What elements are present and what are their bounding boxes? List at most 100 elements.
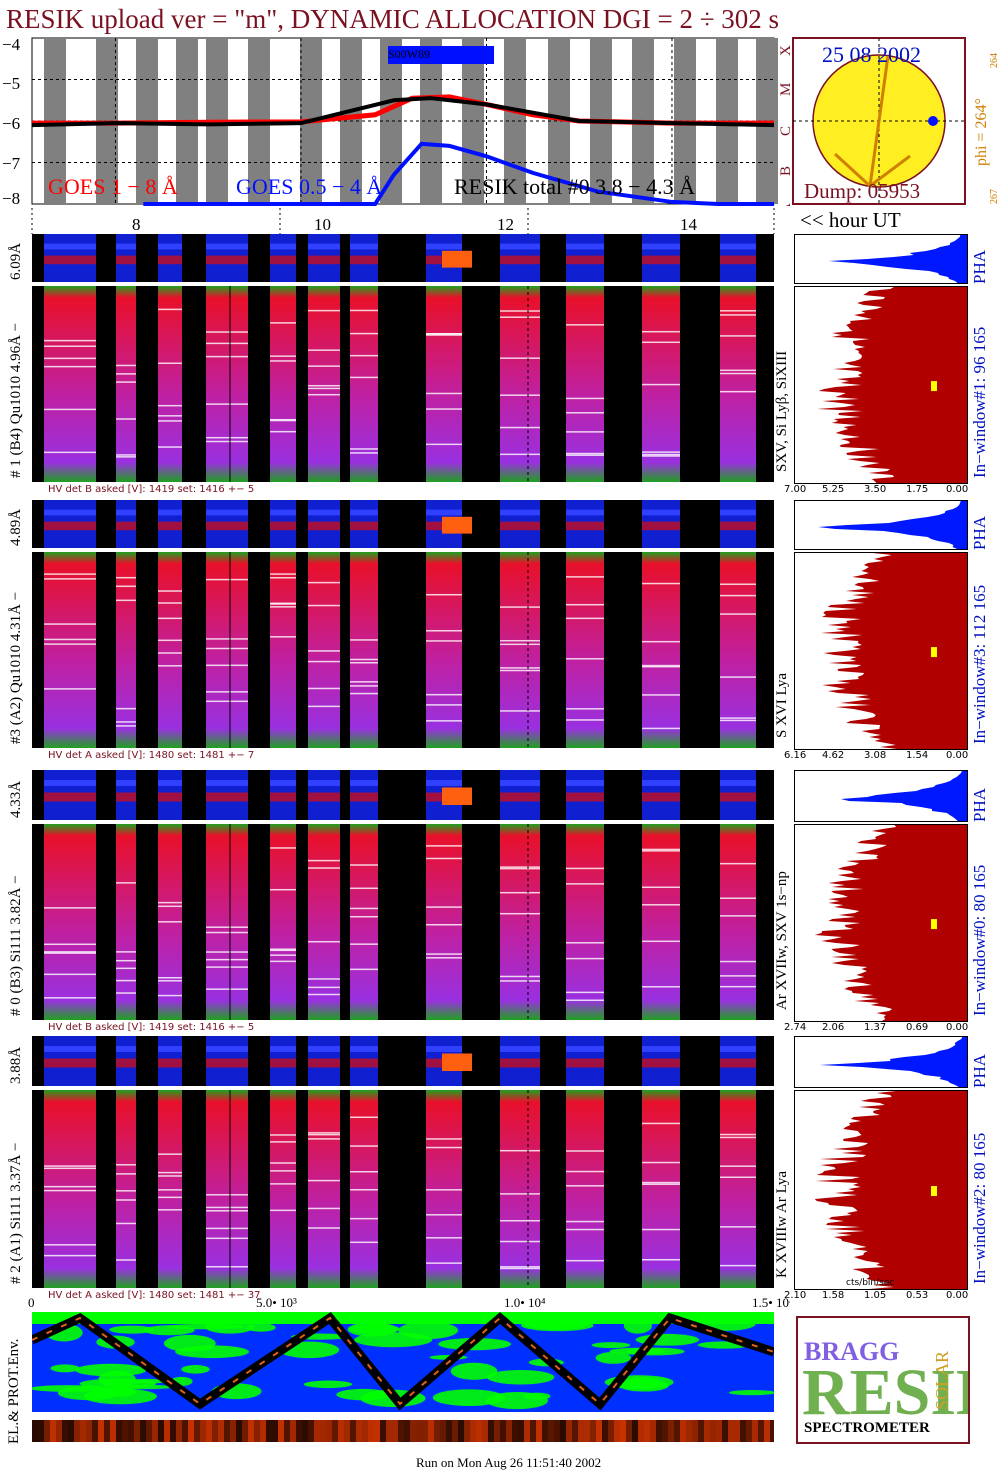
spectral-map bbox=[32, 1090, 774, 1288]
strip-wavelength-label: 4.33Å bbox=[8, 780, 24, 818]
map-detector-label: # 2 (A1) Si111 3.37Å − bbox=[8, 1142, 24, 1284]
map-detector-label: # 1 (B4) Qu1010 4.96Å − bbox=[8, 322, 24, 478]
window-marker bbox=[931, 647, 937, 658]
spectrum-xtick: 2.74 bbox=[784, 1022, 807, 1033]
spectrum-xunit: cts/bin/sec bbox=[846, 1278, 895, 1288]
sun-dump: Dump: 05953 bbox=[804, 179, 920, 203]
pha-label: PHA bbox=[970, 1053, 989, 1088]
spectrum-xtick: 1.54 bbox=[906, 750, 929, 761]
spectrum-histogram bbox=[794, 286, 968, 484]
spectrum-xtick: 0.00 bbox=[946, 1290, 969, 1301]
in-window-label: In−window#3: 112 165 bbox=[970, 584, 989, 744]
spectral-line-label: K XVIIIw Ar Lya bbox=[774, 1170, 790, 1278]
sun-phi-bottom: 267 bbox=[989, 189, 1000, 204]
hour-tick: 12 bbox=[497, 215, 514, 234]
strip-wavelength-label: 6.09Å bbox=[8, 242, 24, 280]
goes-series-line bbox=[143, 141, 774, 206]
logo-solar: SOLAR bbox=[932, 1351, 952, 1410]
spectrum-histogram bbox=[794, 824, 968, 1022]
goes-ytick: −8 bbox=[2, 189, 20, 206]
pha-label: PHA bbox=[970, 515, 989, 550]
logo-bragg: BRAGG bbox=[804, 1337, 899, 1366]
strip-wavelength-label: 3.88Å bbox=[8, 1046, 24, 1084]
goes-data-gap-stripe bbox=[380, 38, 402, 204]
pha-histogram bbox=[794, 770, 968, 822]
spectral-map bbox=[32, 286, 774, 482]
sun-panel: 25 08 2002 Dump: 05953 phi = 264° 264 26… bbox=[790, 36, 1004, 208]
env-chart bbox=[29, 1303, 784, 1412]
hour-tick: 10 bbox=[314, 215, 331, 234]
pha-label: PHA bbox=[970, 249, 989, 284]
hv-label: HV det B asked [V]: 1419 set: 1416 +− 5 bbox=[48, 1022, 255, 1033]
in-window-label: In−window#0: 80 165 bbox=[970, 864, 989, 1016]
env-xtick: 1.5• 10⁴ bbox=[752, 1295, 790, 1310]
sun-date: 25 08 2002 bbox=[822, 42, 921, 67]
time-axis: 8 10 12 14 bbox=[0, 208, 790, 234]
spectrum-xtick: 1.75 bbox=[906, 484, 929, 495]
hv-label: HV det B asked [V]: 1419 set: 1416 +− 5 bbox=[48, 484, 255, 495]
spectrum-xtick: 4.62 bbox=[822, 750, 845, 761]
goes-class-letter: M bbox=[778, 83, 790, 96]
resik-logo: BRAGG RESIK SOLAR SPECTROMETER bbox=[796, 1316, 1004, 1444]
spectrum-xtick: 6.16 bbox=[784, 750, 807, 761]
spectrum-xtick: 1.05 bbox=[864, 1290, 887, 1301]
env-xtick: 0 bbox=[28, 1295, 35, 1310]
spectral-strip bbox=[32, 770, 774, 820]
window-marker bbox=[931, 1186, 937, 1197]
spectrum-histogram bbox=[794, 552, 968, 750]
hour-axis-caption: << hour UT bbox=[800, 208, 901, 232]
goes-class-letter: A bbox=[778, 203, 790, 206]
spectral-map bbox=[32, 552, 774, 748]
hour-tick: 14 bbox=[680, 215, 698, 234]
in-window-label: In−window#2: 80 165 bbox=[970, 1132, 989, 1284]
spectrum-xtick: 2.06 bbox=[822, 1022, 845, 1033]
goes-class-letter: X bbox=[778, 45, 790, 56]
goes-ytick: −4 bbox=[2, 36, 21, 54]
env-xtick: 5.0• 10³ bbox=[256, 1295, 297, 1310]
sun-phi-label: phi = 264° bbox=[973, 98, 990, 166]
spectral-line-label: SXV, Si Lyβ, SiXIII bbox=[774, 350, 790, 472]
in-window-label: In−window#1: 96 165 bbox=[970, 326, 989, 478]
goes-ytick: −7 bbox=[2, 154, 21, 173]
env-axis: 0 5.0• 10³ 1.0• 10⁴ 1.5• 10⁴ bbox=[0, 1294, 794, 1312]
spectrum-xtick: 0.00 bbox=[946, 1022, 969, 1033]
spectrum-histogram bbox=[794, 1090, 968, 1290]
pha-histogram bbox=[794, 234, 968, 284]
spectrum-xtick: 3.50 bbox=[864, 484, 887, 495]
spectral-strip bbox=[32, 500, 774, 548]
spectrum-xtick: 1.37 bbox=[864, 1022, 887, 1033]
spectral-strip bbox=[32, 234, 774, 282]
spectrum-xtick: 7.00 bbox=[784, 484, 807, 495]
goes-position-tag-bar bbox=[388, 46, 494, 64]
hv-label: HV det A asked [V]: 1480 set: 1481 +− 7 bbox=[48, 750, 255, 761]
sun-position-marker bbox=[928, 116, 938, 126]
goes-class-letter: C bbox=[778, 126, 790, 136]
pha-histogram bbox=[794, 1036, 968, 1088]
hour-tick: 8 bbox=[132, 215, 141, 234]
spectral-line-label: S XVI Lya bbox=[774, 673, 790, 738]
map-detector-label: #3 (A2) Qu1010 4.31Å − bbox=[8, 591, 24, 744]
env-strip bbox=[32, 1420, 776, 1442]
goes-ytick: −5 bbox=[2, 74, 20, 93]
spectral-map bbox=[32, 824, 774, 1020]
logo-caption: SPECTROMETER bbox=[804, 1420, 930, 1436]
goes-series-line bbox=[31, 96, 775, 128]
goes-data-gap-stripe bbox=[548, 38, 570, 204]
hv-label: HV det A asked [V]: 1480 set: 1481 +− 37 bbox=[48, 1290, 261, 1301]
run-footer: Run on Mon Aug 26 11:51:40 2002 bbox=[416, 1455, 602, 1470]
env-xtick: 1.0• 10⁴ bbox=[504, 1295, 546, 1310]
env-label: EL.& PROT.Env. bbox=[6, 1338, 22, 1444]
legend-goes-blue: GOES 0.5 − 4 Å bbox=[236, 174, 382, 199]
sun-phi-small: 264 bbox=[989, 53, 1000, 68]
pha-label: PHA bbox=[970, 787, 989, 822]
spectrum-xtick: 3.08 bbox=[864, 750, 887, 761]
goes-panel: S00W89 −4 −5 −6 −7 −8 X M C B A GOES 1 −… bbox=[0, 35, 794, 214]
spectrum-xtick: 2.10 bbox=[784, 1290, 807, 1301]
spectral-line-label: Ar XVIIw, SXV 1s−np bbox=[774, 871, 790, 1010]
spectrum-xtick: 0.53 bbox=[906, 1290, 929, 1301]
map-detector-label: # 0 (B3) Si111 3.82Å − bbox=[8, 875, 24, 1016]
goes-class-letter: B bbox=[778, 166, 790, 176]
window-marker bbox=[931, 381, 937, 392]
spectrum-xtick: 0.69 bbox=[906, 1022, 929, 1033]
goes-ytick: −6 bbox=[2, 114, 20, 133]
